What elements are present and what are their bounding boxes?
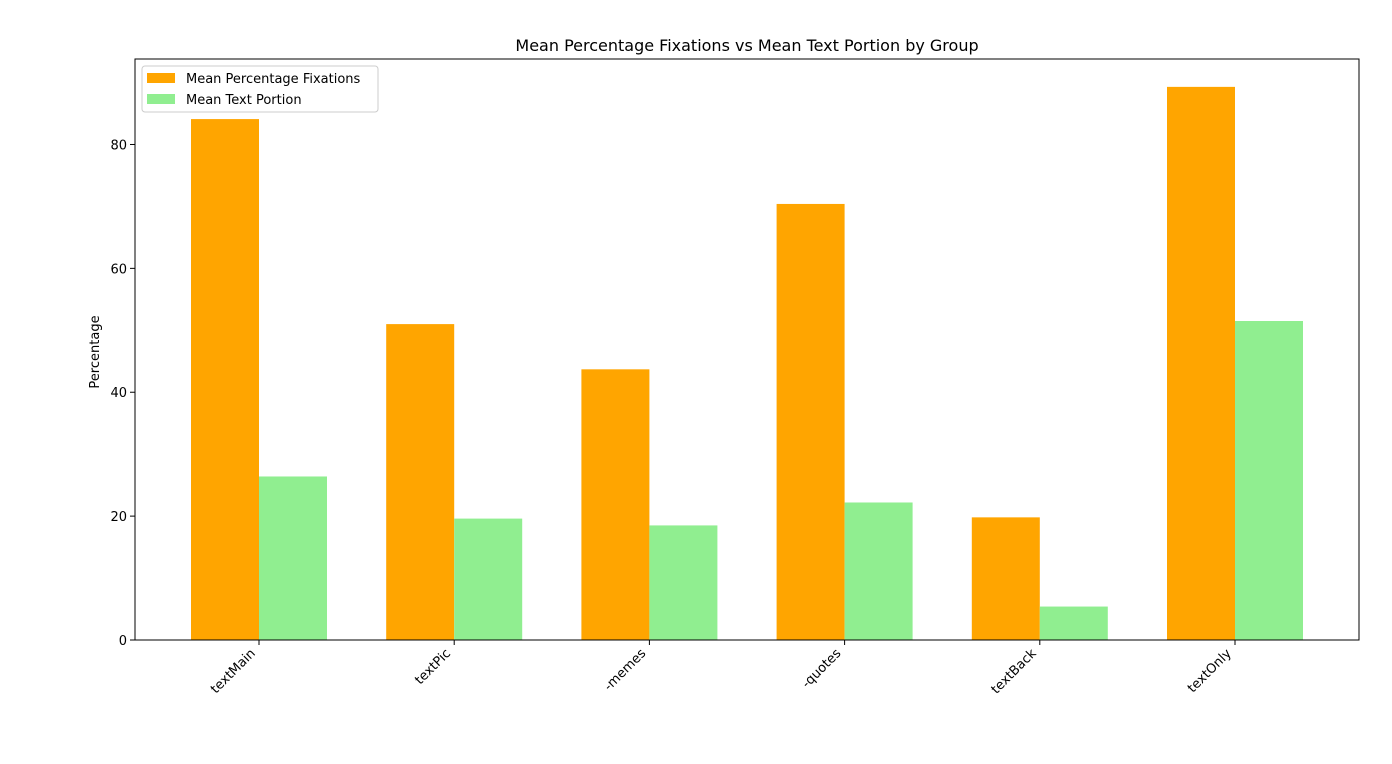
legend-label-1: Mean Text Portion [186, 93, 302, 108]
bar-text-portion-3 [844, 502, 913, 640]
bars-group [191, 86, 1303, 641]
y-tick-label-3: 60 [110, 262, 127, 277]
legend: Mean Percentage Fixations Mean Text Porti… [141, 65, 379, 113]
bar-text-portion-0 [259, 476, 327, 640]
y-tick-label-4: 80 [110, 138, 127, 153]
y-tick-label-2: 40 [110, 386, 127, 401]
chart-title: Mean Percentage Fixations vs Mean Text P… [515, 36, 978, 55]
x-tick-label-4: textBack [989, 646, 1040, 697]
x-tick-label-3: -quotes [799, 646, 844, 691]
bar-fixations-4 [971, 517, 1040, 640]
x-tick-label-2: -memes [601, 646, 649, 694]
bar-text-portion-4 [1039, 606, 1108, 640]
legend-swatch-1 [147, 94, 175, 104]
y-ticks-group: 0 20 40 60 80 [110, 138, 135, 649]
bar-text-portion-1 [454, 518, 523, 640]
y-tick-label-0: 0 [119, 634, 127, 649]
bar-fixations-3 [776, 203, 845, 640]
bar-text-portion-5 [1235, 321, 1303, 640]
x-tick-label-1: textPic [412, 646, 454, 688]
bar-fixations-5 [1167, 86, 1235, 641]
bar-fixations-0 [191, 119, 259, 640]
y-axis-label: Percentage [88, 315, 103, 388]
legend-swatch-0 [147, 73, 175, 83]
plot-frame [134, 58, 1360, 641]
x-tick-label-0: textMain [208, 646, 259, 697]
bar-text-portion-2 [649, 525, 718, 640]
y-tick-label-1: 20 [110, 510, 127, 525]
x-tick-label-5: textOnly [1185, 646, 1235, 696]
bar-fixations-2 [581, 369, 650, 640]
x-ticks-group: textMain textPic -memes -quotes textBack text… [208, 640, 1236, 697]
legend-box [141, 65, 379, 113]
bar-fixations-1 [386, 324, 455, 640]
legend-label-0: Mean Percentage Fixations [186, 72, 361, 87]
